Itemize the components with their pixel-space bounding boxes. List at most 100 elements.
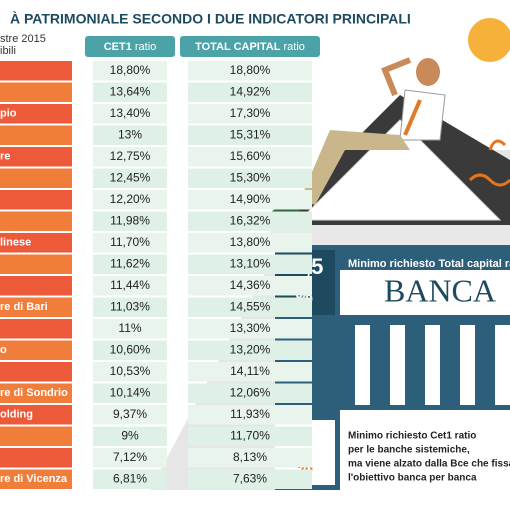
cet1-note: l'obiettivo banca per banca	[348, 473, 477, 484]
column-header-bg	[180, 36, 320, 57]
value: 18,80%	[230, 63, 271, 77]
value-cell	[93, 190, 167, 210]
name-cell	[0, 362, 72, 382]
value: 13,40%	[110, 106, 151, 120]
value-cell	[188, 405, 312, 425]
figure	[270, 57, 446, 215]
value-cell	[93, 319, 167, 339]
value: 11,93%	[230, 407, 270, 421]
value: 17,30%	[230, 106, 271, 120]
value-cell	[188, 190, 312, 210]
value-cell	[93, 297, 167, 317]
row-name: olding	[0, 409, 33, 421]
value: 9,37%	[113, 407, 147, 421]
value: 11,70%	[110, 235, 150, 249]
value: 14,92%	[230, 84, 271, 98]
name-cell	[0, 297, 72, 317]
value: 11,44%	[110, 278, 150, 292]
value: 13,30%	[230, 321, 271, 335]
value: 14,55%	[230, 299, 271, 313]
name-cell	[0, 405, 72, 425]
subtitle: ibili	[0, 45, 16, 57]
bank-label: BANCA	[384, 272, 496, 308]
value: 13,20%	[230, 342, 271, 356]
value-cell	[93, 233, 167, 253]
value: 11,70%	[230, 428, 270, 442]
value: 13%	[118, 127, 142, 141]
value: 13,10%	[230, 256, 271, 270]
name-cell	[0, 61, 72, 81]
value-cell	[188, 362, 312, 382]
value: 6,81%	[113, 471, 147, 485]
value-cell	[188, 233, 312, 253]
value-cell	[93, 104, 167, 124]
value-cell	[93, 426, 167, 446]
column-header: CET1 ratio	[104, 41, 157, 53]
name-cell	[0, 233, 72, 253]
value-cell	[93, 168, 167, 188]
value: 13,64%	[110, 84, 151, 98]
value: 15,30%	[230, 170, 271, 184]
value: 10,60%	[110, 342, 151, 356]
name-cell	[0, 211, 72, 231]
value-cell	[93, 362, 167, 382]
value: 14,11%	[230, 364, 270, 378]
row-name: re di Vicenza	[0, 473, 68, 485]
value: 15,60%	[230, 149, 271, 163]
value-cell	[188, 319, 312, 339]
name-cell	[0, 426, 72, 446]
name-cell	[0, 190, 72, 210]
title: À PATRIMONIALE SECONDO I DUE INDICATORI …	[10, 11, 411, 27]
pediment	[298, 119, 502, 221]
row-name: linese	[0, 237, 31, 249]
value-cell	[188, 383, 312, 403]
value: 13,80%	[230, 235, 271, 249]
value-cell	[93, 254, 167, 274]
value-cell	[93, 469, 167, 489]
cet1-note: Minimo richiesto Cet1 ratio	[348, 431, 476, 442]
column-header: TOTAL CAPITAL ratio	[195, 41, 305, 53]
value: 11%	[118, 321, 141, 335]
name-cell	[0, 125, 72, 145]
subtitle: stre 2015	[0, 33, 46, 45]
value-cell	[93, 82, 167, 102]
note-box	[340, 410, 510, 490]
name-cell	[0, 469, 72, 489]
column-header-strong: TOTAL CAPITAL	[195, 41, 281, 53]
value-cell	[93, 147, 167, 167]
value-cell	[188, 104, 312, 124]
column-header-light: ratio	[135, 41, 156, 53]
value: 18,80%	[110, 63, 151, 77]
value-cell	[93, 125, 167, 145]
value-cell	[188, 61, 312, 81]
row-name: re di Sondrio	[0, 387, 68, 399]
row-name: pio	[0, 108, 17, 120]
value-cell	[188, 448, 312, 468]
value: 7,12%	[113, 450, 147, 464]
value-cell	[188, 426, 312, 446]
value-cell	[188, 469, 312, 489]
value-cell	[93, 405, 167, 425]
column-header-strong: CET1	[104, 41, 132, 53]
value-cell	[188, 297, 312, 317]
value-cell	[93, 61, 167, 81]
value: 7,63%	[233, 471, 267, 485]
row-name: re di Bari	[0, 301, 48, 313]
column-header-bg	[85, 36, 175, 57]
value: 11,98%	[110, 213, 150, 227]
value-cell	[188, 82, 312, 102]
total-capital-text: Minimo richiesto Total capital rati	[348, 258, 510, 270]
name-cell	[0, 147, 72, 167]
sign	[340, 270, 510, 315]
value-cell	[188, 254, 312, 274]
row-name: o	[0, 344, 7, 356]
value-cell	[93, 448, 167, 468]
value: 14,36%	[230, 278, 271, 292]
columns	[355, 325, 510, 405]
name-cell	[0, 82, 72, 102]
value-cell	[188, 168, 312, 188]
decor	[468, 18, 510, 187]
cet1-note: ma viene alzato dalla Bce che fissa	[348, 459, 510, 470]
value-cell	[93, 340, 167, 360]
name-cell	[0, 383, 72, 403]
